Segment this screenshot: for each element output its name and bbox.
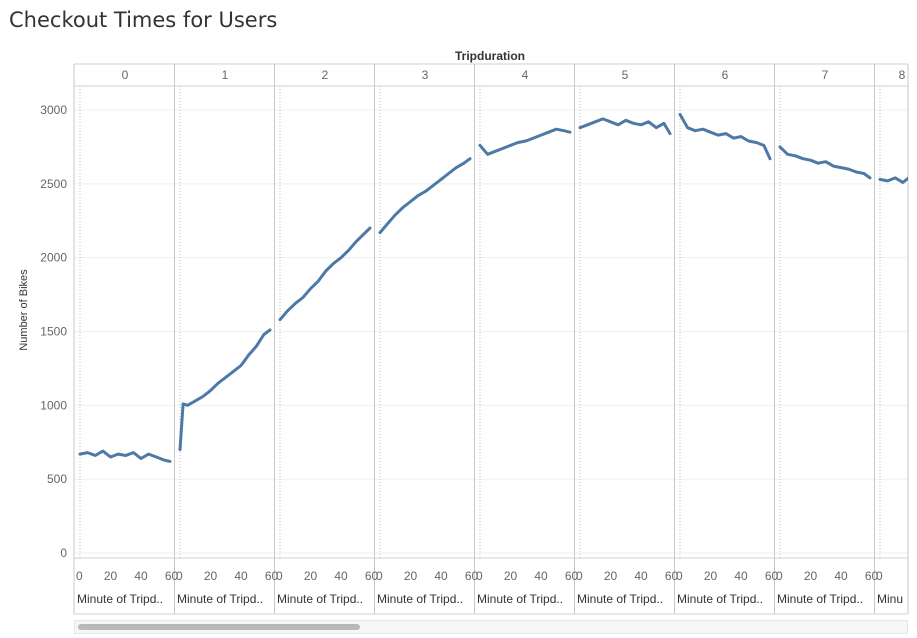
x-tick-label: 40 — [834, 569, 848, 583]
x-tick-label: 0 — [476, 569, 483, 583]
panel-header-label: 4 — [522, 68, 529, 82]
x-tick-label: 40 — [334, 569, 348, 583]
x-tick-label: 60 — [365, 569, 379, 583]
x-tick-label: 0 — [376, 569, 383, 583]
column-header-title: Tripduration — [455, 49, 525, 63]
x-tick-label: 20 — [404, 569, 418, 583]
scrollbar-thumb[interactable] — [78, 624, 360, 630]
panel-header-label: 2 — [322, 68, 329, 82]
y-tick-label: 2000 — [40, 251, 67, 265]
chart-title: Checkout Times for Users — [9, 8, 278, 32]
x-tick-label: 20 — [704, 569, 718, 583]
panel-header-label: 1 — [222, 68, 229, 82]
x-tick-label: 20 — [104, 569, 118, 583]
x-tick-label: 40 — [634, 569, 648, 583]
panel-header-label: 5 — [622, 68, 629, 82]
series-line-panel-1 — [178, 328, 272, 452]
x-axis-title: Minute of Tripd.. — [77, 592, 163, 606]
x-tick-label: 40 — [534, 569, 548, 583]
x-tick-label: 40 — [434, 569, 448, 583]
x-tick-label: 60 — [265, 569, 279, 583]
x-tick-label: 60 — [665, 569, 679, 583]
frame-layer — [73, 63, 909, 615]
x-tick-label: 60 — [465, 569, 479, 583]
grid-layer — [74, 86, 908, 558]
x-tick-label: 0 — [76, 569, 83, 583]
x-tick-label: 20 — [304, 569, 318, 583]
x-tick-label: 0 — [676, 569, 683, 583]
x-tick-label: 20 — [604, 569, 618, 583]
x-axis-title: Minute of Tripd.. — [477, 592, 563, 606]
x-tick-label: 0 — [576, 569, 583, 583]
horizontal-scrollbar[interactable] — [74, 620, 908, 634]
series-line-panel-7 — [778, 145, 872, 180]
series-line-panel-8 — [878, 176, 908, 184]
x-tick-label: 40 — [734, 569, 748, 583]
y-axis-title: Number of Bikes — [18, 269, 30, 351]
x-tick-label: 0 — [776, 569, 783, 583]
x-axis-title: Minute of Tripd.. — [177, 592, 263, 606]
panel-header-label: 7 — [822, 68, 829, 82]
series-line-panel-5 — [578, 117, 672, 136]
x-tick-label: 20 — [504, 569, 518, 583]
x-tick-label: 20 — [204, 569, 218, 583]
series-line-panel-6 — [678, 112, 772, 161]
x-axis-title: Minute of Tripd.. — [277, 592, 363, 606]
panel-header-label: 8 — [899, 68, 906, 82]
series-line-panel-2 — [278, 226, 372, 322]
x-axis-title: Minute of Tripd.. — [577, 592, 663, 606]
x-axis-title: Minute of Tripd.. — [677, 592, 763, 606]
label-layer: Tripduration050010001500200025003000Numb… — [18, 49, 906, 606]
x-tick-label: 60 — [765, 569, 779, 583]
x-axis-title: Minu — [877, 592, 903, 606]
x-tick-label: 40 — [134, 569, 148, 583]
x-tick-label: 60 — [565, 569, 579, 583]
x-tick-label: 0 — [176, 569, 183, 583]
y-tick-label: 2500 — [40, 177, 67, 191]
x-tick-label: 0 — [876, 569, 883, 583]
y-tick-label: 1000 — [40, 398, 67, 412]
y-tick-label: 3000 — [40, 103, 67, 117]
panel-header-label: 0 — [122, 68, 129, 82]
y-tick-label: 500 — [47, 472, 67, 486]
y-tick-label: 1500 — [40, 325, 67, 339]
series-line-panel-3 — [378, 157, 472, 235]
x-tick-label: 20 — [804, 569, 818, 583]
x-tick-label: 60 — [865, 569, 879, 583]
x-tick-label: 0 — [276, 569, 283, 583]
x-tick-label: 40 — [234, 569, 248, 583]
y-tick-label: 0 — [60, 546, 67, 560]
panel-header-label: 3 — [422, 68, 429, 82]
series-line-panel-4 — [478, 127, 572, 156]
series-line-panel-0 — [78, 449, 172, 463]
x-axis-title: Minute of Tripd.. — [377, 592, 463, 606]
panel-header-label: 6 — [722, 68, 729, 82]
x-tick-label: 60 — [165, 569, 179, 583]
x-axis-title: Minute of Tripd.. — [777, 592, 863, 606]
series-layer — [78, 112, 908, 463]
